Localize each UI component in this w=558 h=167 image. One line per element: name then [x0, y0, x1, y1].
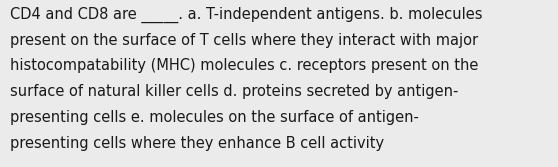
Text: presenting cells e. molecules on the surface of antigen-: presenting cells e. molecules on the sur…	[10, 110, 419, 125]
Text: surface of natural killer cells d. proteins secreted by antigen-: surface of natural killer cells d. prote…	[10, 84, 459, 99]
Text: presenting cells where they enhance B cell activity: presenting cells where they enhance B ce…	[10, 136, 384, 151]
Text: CD4 and CD8 are _____. a. T-independent antigens. b. molecules: CD4 and CD8 are _____. a. T-independent …	[10, 7, 483, 23]
Text: histocompatability (MHC) molecules c. receptors present on the: histocompatability (MHC) molecules c. re…	[10, 58, 478, 73]
Text: present on the surface of T cells where they interact with major: present on the surface of T cells where …	[10, 33, 478, 48]
